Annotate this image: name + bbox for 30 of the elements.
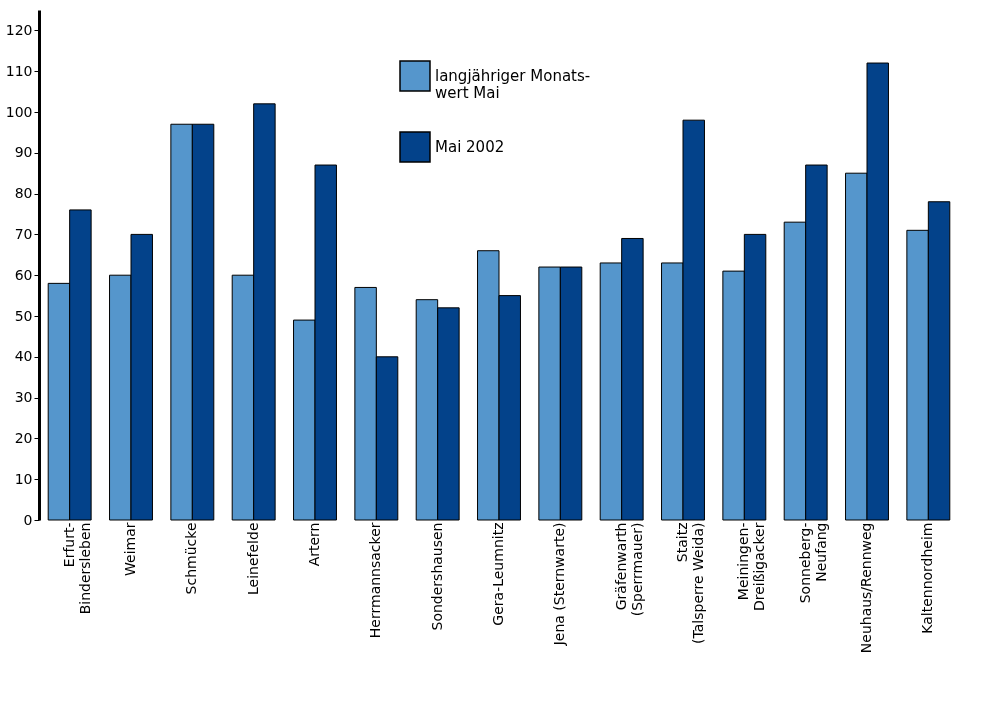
y-tick-label: 70 <box>14 225 33 242</box>
y-tick-label: 100 <box>5 103 33 120</box>
y-tick-label: 50 <box>14 307 33 324</box>
x-tick-label: Schmücke <box>183 522 200 595</box>
x-tick-label: Kaltennordheim <box>919 522 936 634</box>
x-tick-label: Gräfenwarth (Sperrmauer) <box>612 522 645 617</box>
x-tick-label: Gera-Leumnitz <box>490 522 506 626</box>
x-tick-label: Artern <box>306 522 322 567</box>
legend-label: langjähriger Monats- wert Mai <box>435 67 591 102</box>
y-tick-label: 90 <box>14 144 33 161</box>
x-tick-label: Staitz (Talsperre Weida) <box>674 522 706 644</box>
y-tick-label: 80 <box>14 185 33 202</box>
x-tick-label: Meiningen- Dreißigacker <box>735 522 768 612</box>
y-tick-label: 110 <box>5 62 33 79</box>
y-tick-label: 0 <box>23 511 33 528</box>
y-tick-label: 30 <box>14 389 33 406</box>
x-tick-label: Sonneberg- Neufang <box>796 522 829 604</box>
y-tick-label: 20 <box>14 429 33 446</box>
x-tick-label: Jena (Sternwarte) <box>551 522 568 647</box>
x-tick-label: Sondershausen <box>428 522 445 631</box>
x-tick-label: Weimar <box>122 522 138 576</box>
y-tick-label: 10 <box>14 470 33 487</box>
x-tick-label: Neuhaus/Rennweg <box>858 522 874 654</box>
y-tick-label: 40 <box>14 348 33 365</box>
y-tick-label: 60 <box>14 266 33 283</box>
legend-label: Mai 2002 <box>435 138 505 156</box>
x-tick-label: Herrmannsacker <box>367 522 384 639</box>
x-tick-label: Erfurt- Bindersleben <box>60 522 93 615</box>
y-tick-label: 120 <box>5 21 33 38</box>
x-tick-label: Leinefelde <box>244 522 261 595</box>
